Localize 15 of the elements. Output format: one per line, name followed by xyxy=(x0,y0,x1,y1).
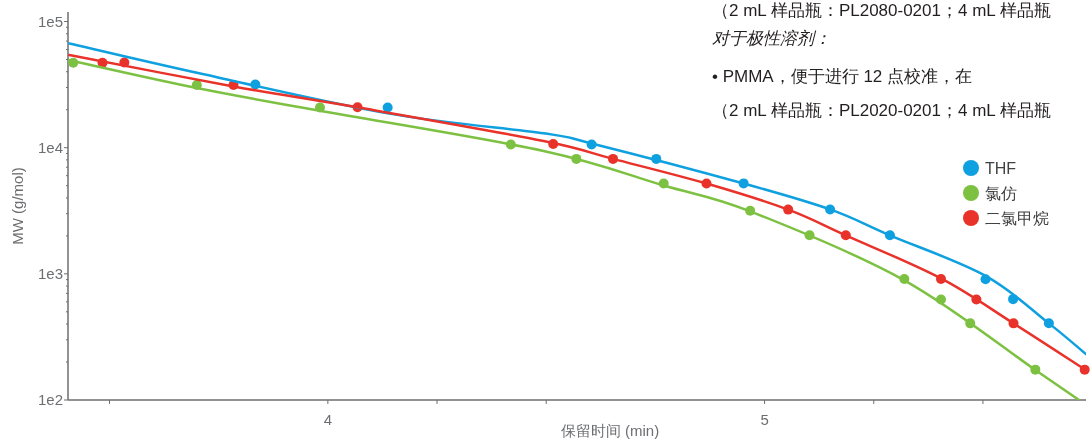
annotation: 对于极性溶剂： xyxy=(712,29,831,48)
x-tick-label: 5 xyxy=(760,411,769,428)
legend-label: 氯仿 xyxy=(985,185,1017,202)
legend-label: THF xyxy=(985,160,1017,177)
y-tick-label: 1e5 xyxy=(37,12,63,30)
x-axis-title: 保留时间 (min) xyxy=(560,422,660,439)
annotation: （2 mL 样品瓶：PL2080-0201；4 mL 样品瓶 xyxy=(712,1,1051,20)
y-tick-label: 1e3 xyxy=(37,264,63,282)
annotation: （2 mL 样品瓶：PL2020-0201；4 mL 样品瓶 xyxy=(712,101,1051,120)
y-tick-label: 1e4 xyxy=(37,138,63,156)
y-tick-label: 1e2 xyxy=(37,391,63,408)
y-axis-title: MW (g/mol) xyxy=(9,167,26,245)
legend-label: 二氯甲烷 xyxy=(985,210,1049,227)
annotation: • PMMA，便于进行 12 点校准，在 xyxy=(712,67,973,86)
x-tick-label: 4 xyxy=(323,411,333,428)
